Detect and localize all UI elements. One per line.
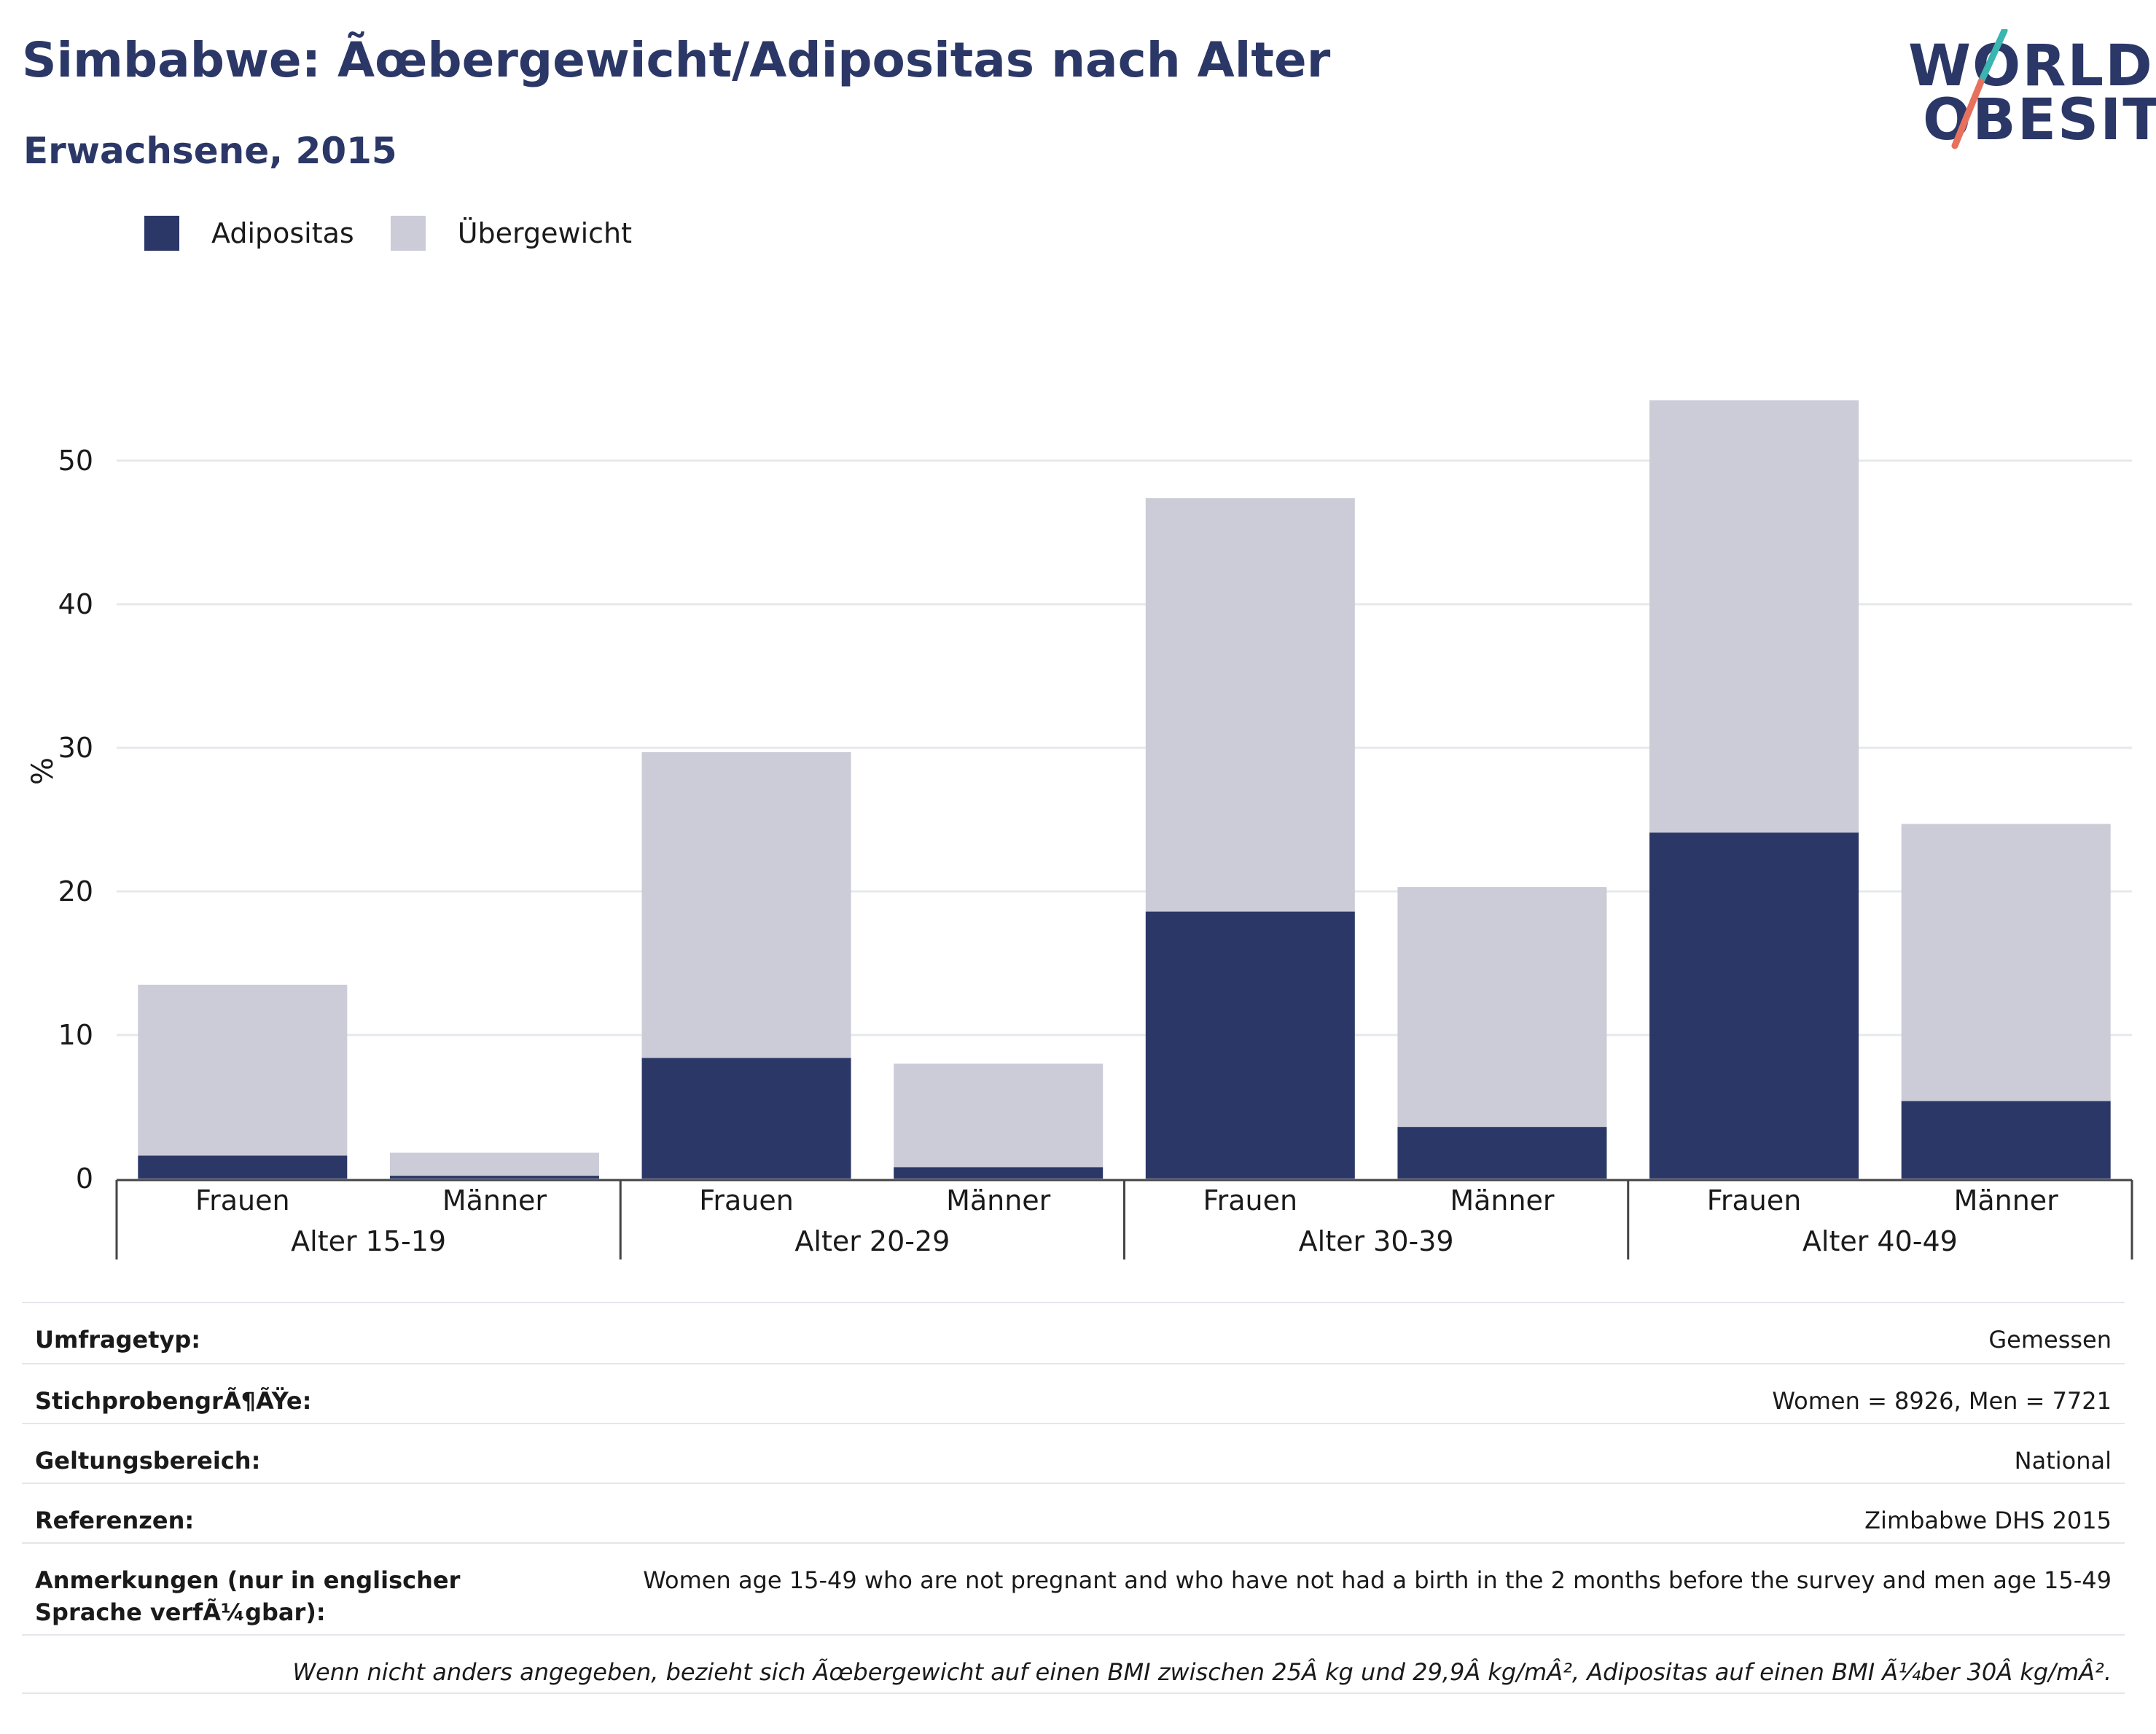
info-label: Geltungsbereich: [35,1447,261,1475]
legend-item-uebergewicht[interactable]: Übergewicht [390,216,632,251]
legend-label: Übergewicht [457,217,632,249]
info-row-notes: Anmerkungen (nur in englischer Sprache v… [22,1542,2125,1634]
chart-legend: Adipositas Übergewicht [144,216,668,251]
y-tick-label: 0 [76,1163,93,1195]
bar-adipositas [641,1058,851,1179]
x-tick-label: Männer [442,1184,547,1216]
x-tick-label: Männer [1954,1184,2059,1216]
bar-uebergewicht [1397,887,1607,1128]
bar-uebergewicht [641,751,851,1058]
stacked-bar-chart: 0 10 20 30 40 50% Frauen Männer Frauen Männer Frau… [26,400,2133,1260]
bar-uebergewicht [138,985,348,1156]
y-tick-label: 20 [58,875,93,907]
info-value: Women age 15-49 who are not pregnant and… [643,1566,2112,1594]
info-value: Zimbabwe DHS 2015 [1864,1507,2112,1534]
info-label: Umfragetyp: [35,1326,201,1354]
x-tick-label: Männer [946,1184,1051,1216]
info-label: Anmerkungen (nur in englischer Sprache v… [35,1566,461,1626]
info-row-sample-size: StichprobengrÃ¶ÃŸe: Women = 8926, Men = … [22,1363,2125,1423]
info-table: Umfragetyp: Gemessen StichprobengrÃ¶ÃŸe:… [22,1302,2125,1694]
info-value: Women = 8926, Men = 7721 [1772,1387,2112,1415]
world-obesity-logo: WORLD OBESITY [1895,29,2156,160]
bar-uebergewicht [1145,498,1355,912]
legend-item-adipositas[interactable]: Adipositas [144,216,354,251]
x-tick-label: Frauen [699,1184,794,1216]
legend-swatch-adipositas [144,216,179,251]
x-tick-label: Frauen [195,1184,290,1216]
info-value: Gemessen [1988,1326,2112,1354]
footnote: Wenn nicht anders angegeben, bezieht sic… [292,1658,2112,1686]
info-label: Referenzen: [35,1507,195,1534]
bar-uebergewicht [1649,400,1859,833]
x-tick-label: Männer [1450,1184,1555,1216]
bar-uebergewicht [1901,824,2111,1101]
y-axis-label: % [26,757,60,785]
bar-adipositas [894,1167,1104,1179]
info-value: National [2014,1447,2112,1475]
info-row-references: Referenzen: Zimbabwe DHS 2015 [22,1483,2125,1542]
group-label: Alter 30-39 [1299,1225,1454,1257]
x-tick-label: Frauen [1203,1184,1298,1216]
chart-title: Simbabwe: Ãœbergewicht/Adipositas nach A… [22,32,1331,88]
bar-adipositas [138,1155,348,1179]
group-label: Alter 40-49 [1802,1225,1958,1257]
y-tick-label: 40 [58,588,93,620]
y-tick-label: 10 [58,1019,93,1051]
bar-adipositas [1145,911,1355,1179]
logo-text-world: WORLD [1908,34,2154,99]
legend-label: Adipositas [211,217,354,249]
y-tick-label: 50 [58,445,93,477]
legend-swatch-uebergewicht [390,216,426,251]
bar-adipositas [389,1176,599,1179]
chart-subtitle: Erwachsene, 2015 [23,130,397,172]
info-row-coverage: Geltungsbereich: National [22,1423,2125,1483]
info-row-footnote: Wenn nicht anders angegeben, bezieht sic… [22,1634,2125,1694]
logo-text-obesity: OBESITY [1923,87,2156,153]
bar-adipositas [1397,1127,1607,1179]
info-label: StichprobengrÃ¶ÃŸe: [35,1387,312,1415]
logo-slash-icon [1951,29,2008,149]
bar-uebergewicht [389,1152,599,1176]
y-tick-label: 30 [58,732,93,764]
group-label: Alter 20-29 [794,1225,950,1257]
bar-adipositas [1649,832,1859,1179]
bar-adipositas [1901,1101,2111,1179]
bar-uebergewicht [894,1063,1104,1168]
info-row-survey-type: Umfragetyp: Gemessen [22,1302,2125,1363]
x-tick-label: Frauen [1707,1184,1802,1216]
group-label: Alter 15-19 [291,1225,446,1257]
